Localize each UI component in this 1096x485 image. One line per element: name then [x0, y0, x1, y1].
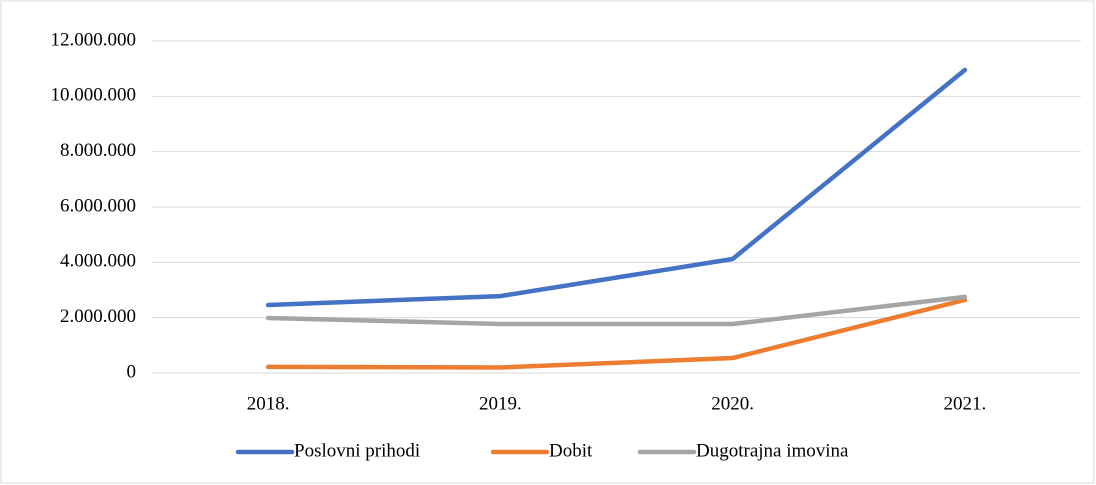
- y-tick-label: 2.000.000: [60, 306, 136, 327]
- y-tick-label: 6.000.000: [60, 195, 136, 216]
- x-tick-label: 2018.: [247, 393, 290, 414]
- series-line: [265, 294, 968, 327]
- legend-label: Dugotrajna imovina: [696, 440, 849, 461]
- y-tick-label: 0: [127, 361, 137, 382]
- legend-label: Dobit: [549, 440, 593, 461]
- series-line: [265, 297, 968, 370]
- x-tick-label: 2021.: [944, 393, 987, 414]
- y-tick-label: 10.000.000: [51, 85, 137, 106]
- y-tick-label: 4.000.000: [60, 251, 136, 272]
- y-tick-label: 12.000.000: [51, 29, 137, 50]
- series-line: [265, 67, 968, 308]
- y-tick-label: 8.000.000: [60, 140, 136, 161]
- legend-label: Poslovni prihodi: [294, 440, 420, 461]
- x-tick-label: 2019.: [479, 393, 522, 414]
- x-tick-label: 2020.: [711, 393, 754, 414]
